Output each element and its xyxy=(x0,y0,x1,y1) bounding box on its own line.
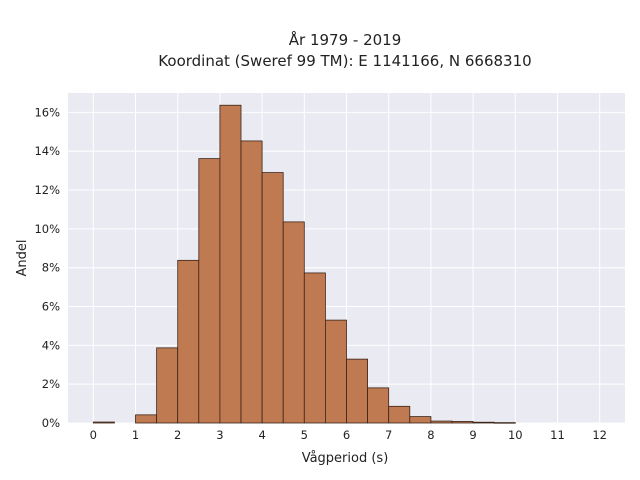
histogram-bar xyxy=(472,421,495,424)
histogram-bar xyxy=(156,347,179,424)
y-tick-label: 4% xyxy=(42,338,60,352)
y-axis-label: Andel xyxy=(15,240,30,277)
histogram-bar xyxy=(135,414,158,424)
bars xyxy=(92,104,516,424)
y-tick-label: 16% xyxy=(34,105,60,119)
histogram-bar xyxy=(409,416,432,424)
histogram-bar xyxy=(261,172,284,424)
histogram-bar xyxy=(325,319,347,424)
x-tick-label: 5 xyxy=(301,428,308,442)
histogram-bar xyxy=(388,405,411,424)
x-axis-label: Vågperiod (s) xyxy=(302,451,389,466)
x-tick-label: 0 xyxy=(90,428,97,442)
histogram-bar xyxy=(493,422,516,424)
y-tick-label: 0% xyxy=(42,416,60,430)
y-tick-label: 14% xyxy=(34,144,60,158)
x-tick-label: 8 xyxy=(427,428,434,442)
y-tick-label: 2% xyxy=(42,377,60,391)
x-tick-label: 1 xyxy=(132,428,139,442)
x-tick-label: 3 xyxy=(216,428,223,442)
histogram-bar xyxy=(367,387,390,424)
y-tick-label: 6% xyxy=(42,300,60,314)
histogram-bar xyxy=(92,421,115,424)
chart-subtitle: Koordinat (Sweref 99 TM): E 1141166, N 6… xyxy=(158,52,531,70)
histogram-bar xyxy=(430,420,453,424)
histogram-bar xyxy=(198,158,221,424)
x-tick-label: 9 xyxy=(469,428,476,442)
histogram-bar xyxy=(177,259,200,424)
histogram-bar xyxy=(240,140,263,424)
y-tick-label: 8% xyxy=(42,261,60,275)
y-tick-label: 12% xyxy=(34,183,60,197)
x-tick-label: 2 xyxy=(174,428,181,442)
histogram-bar xyxy=(451,421,474,424)
histogram-bar xyxy=(219,104,242,424)
x-tick-label: 10 xyxy=(508,428,523,442)
x-tick-label: 4 xyxy=(258,428,265,442)
x-tick-label: 11 xyxy=(550,428,565,442)
x-tick-label: 12 xyxy=(592,428,607,442)
histogram-bar xyxy=(346,358,368,424)
x-tick-label: 7 xyxy=(385,428,392,442)
histogram-bar xyxy=(282,221,305,424)
x-tick-label: 6 xyxy=(343,428,350,442)
y-tick-label: 10% xyxy=(34,222,60,236)
histogram-bar xyxy=(303,272,326,424)
chart-title: År 1979 - 2019 xyxy=(289,30,402,49)
tick-labels: 0 1 2 3 4 5 6 7 8 9 10 11 120%2%4%6%8%10%12%14%16% xyxy=(34,105,607,442)
